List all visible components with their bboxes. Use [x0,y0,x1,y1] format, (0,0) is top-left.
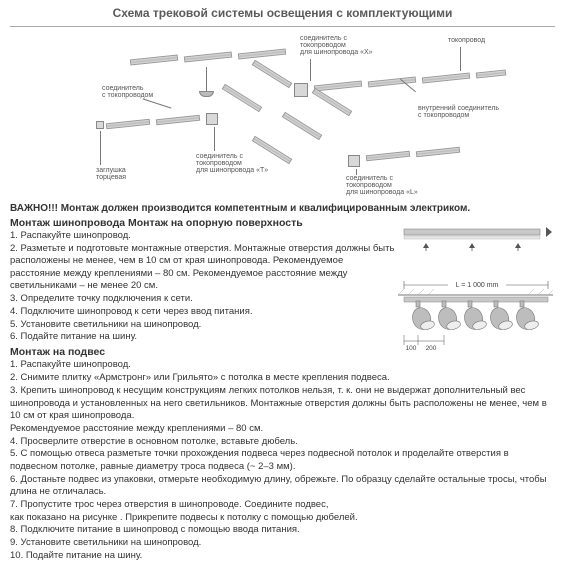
figure-track-bar [398,223,553,255]
s2-item: 4. Просверлите отверстие в основном пото… [10,436,555,448]
s1-item: 6. Подайте питание на шину. [10,331,395,343]
label-l-connector: соединитель стокопроводомдля шинопровода… [346,175,436,197]
s2-item: 9. Установите светильники на шинопровод. [10,537,555,549]
s2-item: 8. Подключите питание в шинопровод с пом… [10,524,555,536]
label-power: токопровод [448,37,508,44]
figure-lights: L = 1 000 mm [398,275,553,365]
label-connector: соединительс токопроводом [102,85,162,100]
label-inner-connector: внутренний соединительс токопроводом [418,105,528,120]
page-title: Схема трековой системы освещения с компл… [10,6,555,22]
s2-item: 1. Распакуйте шинопровод. [10,359,395,371]
section2-body-full: 3. Крепить шинопровод к несущим конструк… [10,385,555,562]
s2-item: Рекомендуемое расстояние между крепления… [10,423,555,435]
s1-item: 3. Определите точку подключения к сети. [10,293,395,305]
s2-item: 5. С помощью отвеса разметьте точки прох… [10,448,555,473]
s1-item: 4. Подключите шинопровод к сети через вв… [10,306,395,318]
s1-item: 5. Установите светильники на шинопровод. [10,319,395,331]
s2-item: 6. Достаньте подвес из упаковки, отмерьт… [10,474,555,499]
s2-item: 2. Снимите плитку «Армстронг» или Грилья… [10,372,395,384]
svg-text:100: 100 [406,345,417,352]
section2-body-narrow: 1. Распакуйте шинопровод. 2. Снимите пли… [10,359,395,384]
dim-L: L = 1 000 mm [456,282,499,289]
warning-text: ВАЖНО!!! Монтаж должен производится комп… [10,202,555,215]
s2-item: 3. Крепить шинопровод к несущим конструк… [10,385,555,422]
s1-item: 2. Разметьте и подготовьте монтажные отв… [10,243,395,292]
s2-item: как показано на рисунке . Прикрепите под… [10,512,555,524]
s1-item: 1. Распакуйте шинопровод. [10,230,395,242]
label-t-connector: соединитель стокопроводомдля шинопровода… [196,153,286,175]
section1-body: 1. Распакуйте шинопровод. 2. Разметьте и… [10,230,395,344]
svg-text:200: 200 [426,345,437,352]
track-system-diagram: соединительс токопроводом заглушкаторцев… [10,26,555,198]
s2-item: 7. Пропустите трос через отверстия в шин… [10,499,555,511]
label-x-connector: соединитель стокопроводомдля шинопровода… [300,35,390,57]
s2-item: 10. Подайте питание на шину. [10,550,555,562]
label-plug: заглушкаторцевая [96,167,146,182]
